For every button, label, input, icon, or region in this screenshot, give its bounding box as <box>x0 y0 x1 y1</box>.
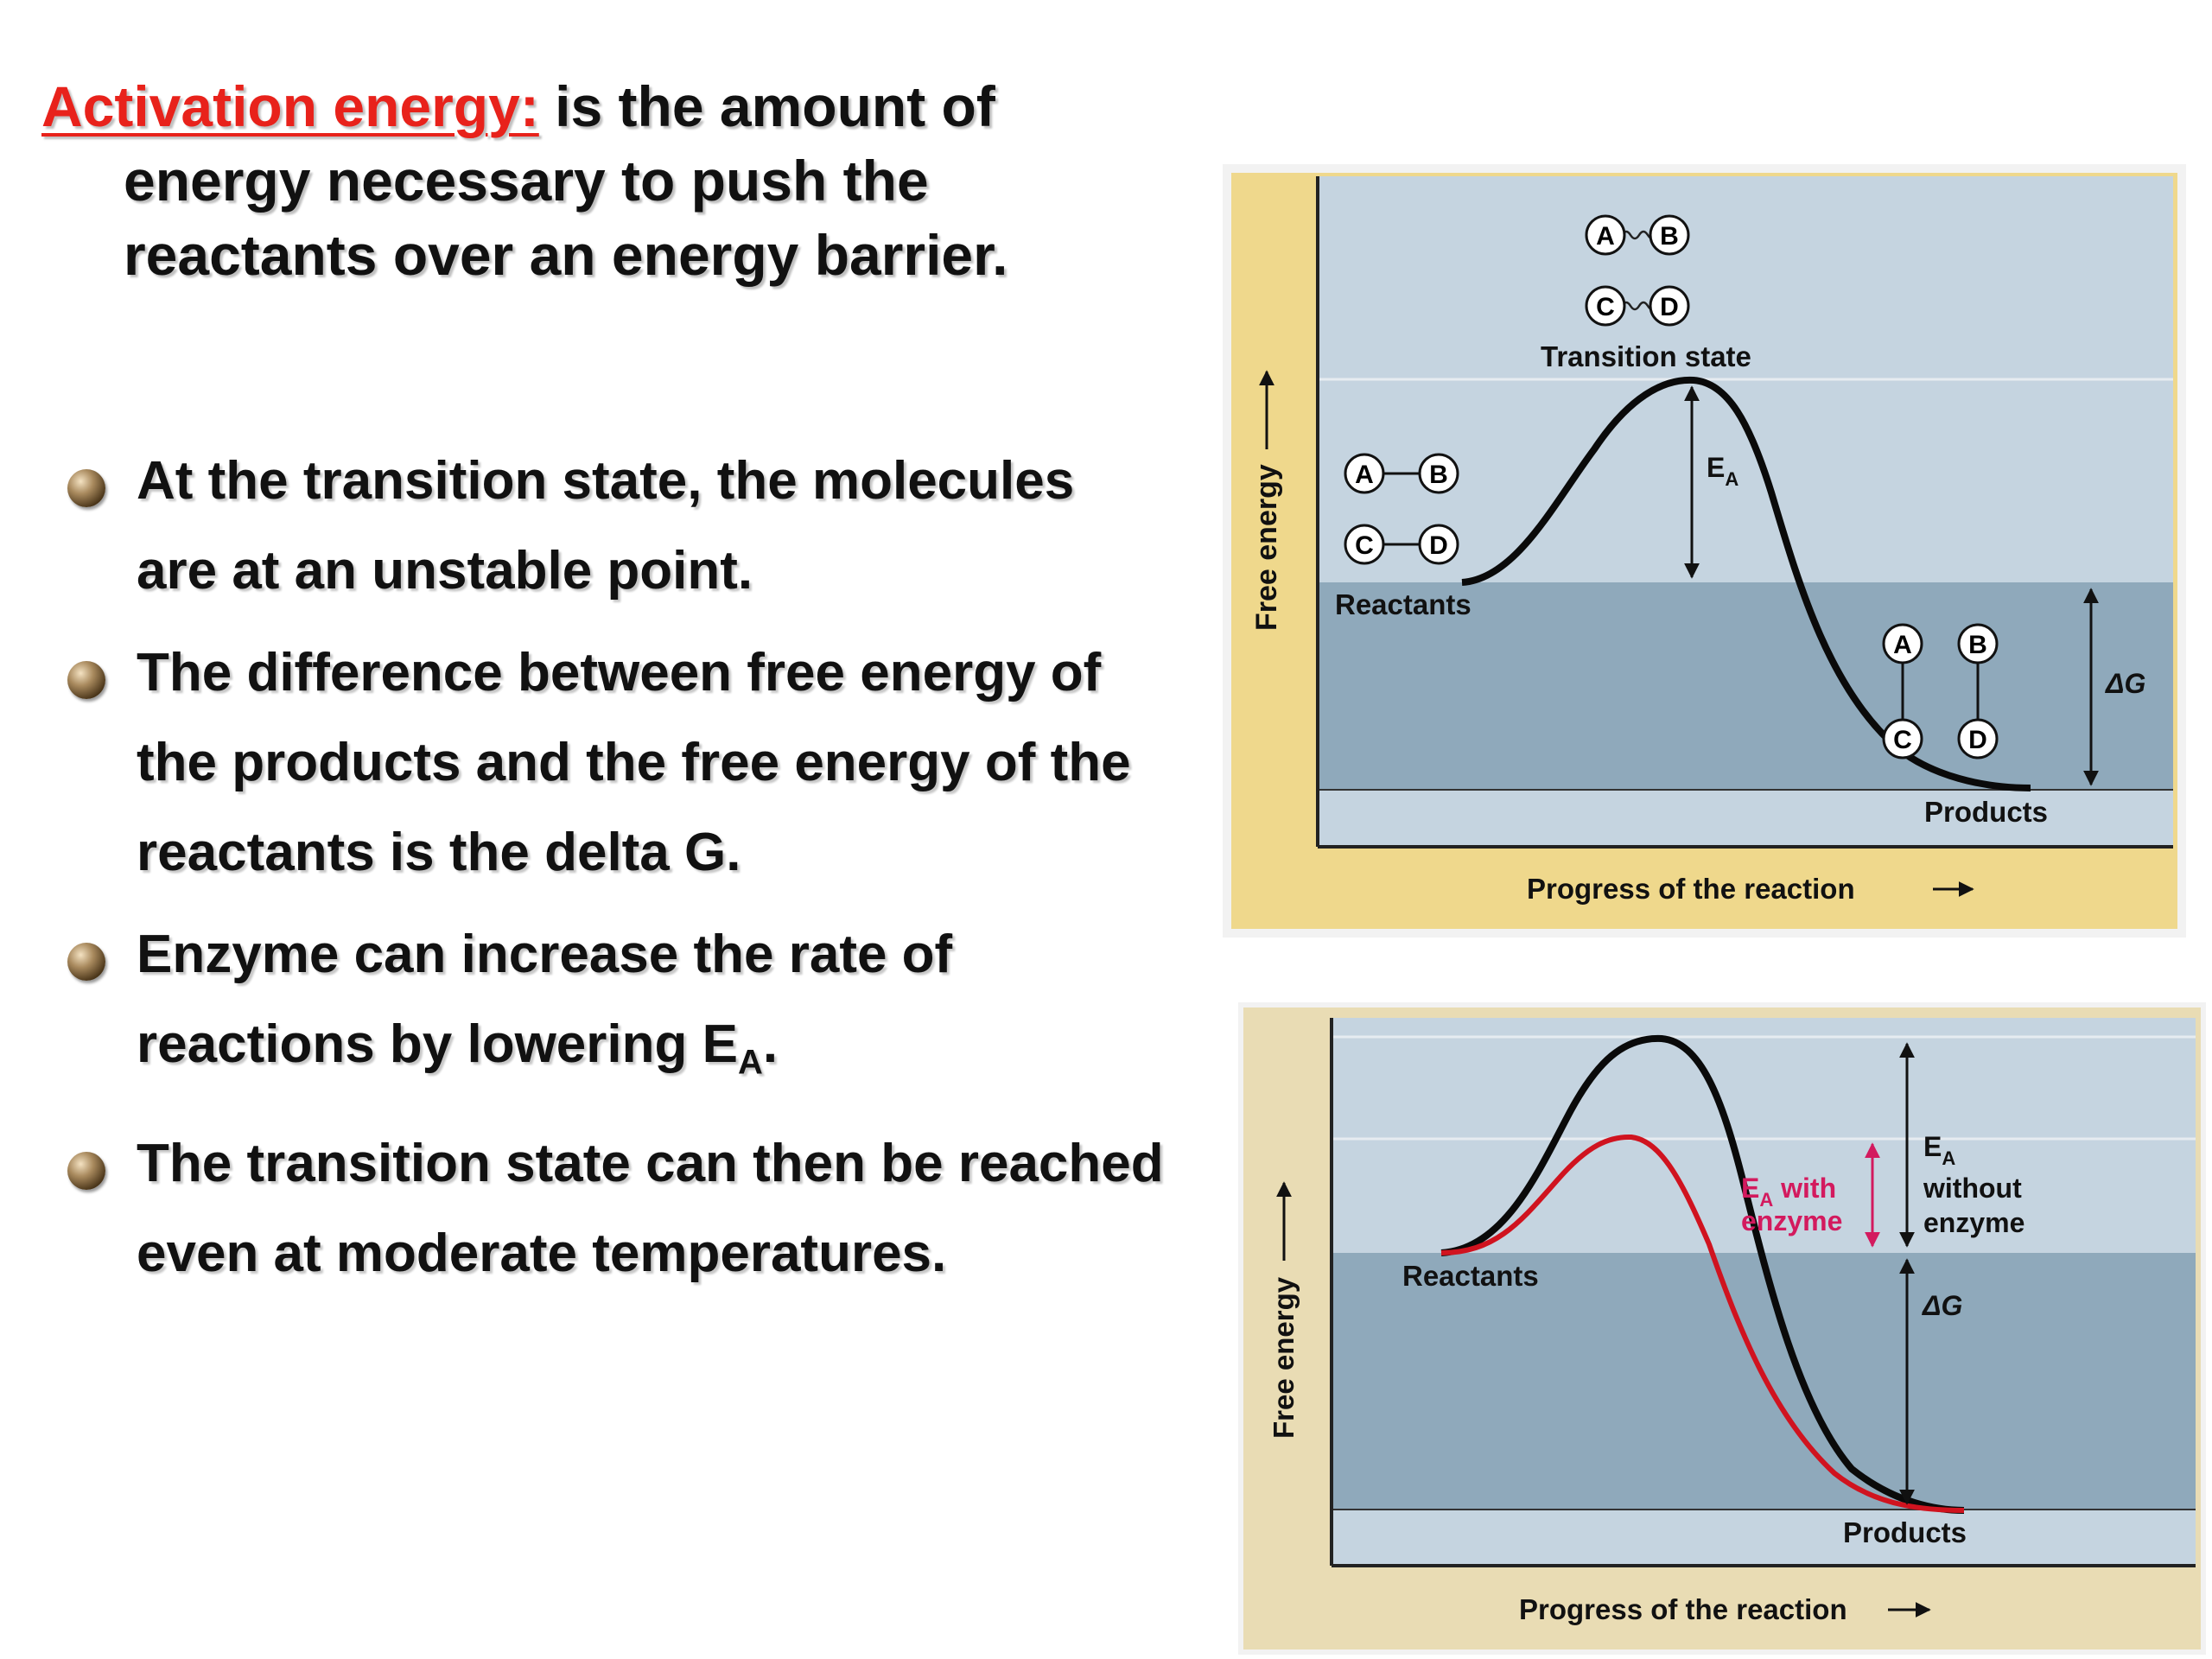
definition-term: Activation energy: <box>41 74 539 138</box>
upper-band <box>1332 1037 2196 1139</box>
curve-with-enzyme <box>1440 1134 1965 1513</box>
product-molecules: A B C D <box>1882 623 1999 760</box>
upper-band <box>1332 1139 2196 1253</box>
bullet-tail: . <box>762 1014 779 1074</box>
upper-band <box>1318 176 2173 379</box>
ea-without-line3: enzyme <box>1923 1207 2024 1238</box>
bullet-item: The difference between free energy of th… <box>41 628 1165 898</box>
reactants-label: Reactants <box>1402 1260 1539 1292</box>
ea-label: EA <box>1707 452 1738 490</box>
bullet-icon <box>67 469 105 507</box>
definition-block: Activation energy: is the amount of ener… <box>41 69 1165 292</box>
ea-without-label: EA <box>1923 1131 1955 1169</box>
lower-band <box>1318 582 2173 790</box>
transition-state-label: Transition state <box>1541 340 1751 372</box>
products-label: Products <box>1924 796 2048 828</box>
x-axis-label: Progress of the reaction <box>1527 873 1855 905</box>
bottom-band <box>1318 790 2173 846</box>
svg-text:C: C <box>1596 293 1615 321</box>
products-label: Products <box>1843 1516 1967 1548</box>
reactants-label: Reactants <box>1335 588 1471 620</box>
reactant-molecules: A B C D <box>1344 453 1459 565</box>
bullet-text: The difference between free energy of th… <box>137 643 1131 882</box>
energy-diagram-2: Free energy EA without enzyme EA with en… <box>1238 1002 2206 1655</box>
svg-text:D: D <box>1429 531 1448 560</box>
bullet-item: At the transition state, the molecules a… <box>41 436 1165 616</box>
bullet-icon <box>67 943 105 981</box>
definition: Activation energy: is the amount of ener… <box>41 69 1165 292</box>
svg-text:C: C <box>1355 531 1374 560</box>
transition-molecules: A B C D <box>1585 214 1690 327</box>
x-axis-label: Progress of the reaction <box>1519 1593 1847 1625</box>
bullet-subscript: A <box>737 1043 763 1082</box>
svg-text:D: D <box>1968 726 1987 754</box>
ea-with-label: EA with <box>1741 1173 1836 1211</box>
energy-diagram-1: Free energy EA ΔG Transition state React… <box>1223 164 2186 938</box>
bullet-icon <box>67 1152 105 1191</box>
y-axis-label: Free energy <box>1250 464 1283 631</box>
delta-g-label: ΔG <box>2105 668 2145 699</box>
svg-text:D: D <box>1660 293 1679 321</box>
svg-text:C: C <box>1893 726 1912 754</box>
bullet-text: The transition state can then be reached… <box>137 1134 1164 1284</box>
svg-text:B: B <box>1660 222 1679 251</box>
ea-without-line2: without <box>1923 1173 2022 1204</box>
svg-text:A: A <box>1596 222 1615 251</box>
bullet-lead: Enzyme <box>137 925 340 984</box>
y-axis-label: Free energy <box>1268 1276 1300 1439</box>
bullet-icon <box>67 661 105 699</box>
upper-band <box>1318 379 2173 582</box>
ea-with-line2: enzyme <box>1741 1205 1842 1236</box>
svg-text:A: A <box>1893 631 1912 659</box>
bullet-item: Enzyme can increase the rate of reaction… <box>41 910 1165 1107</box>
curve-without-enzyme <box>1440 1034 1965 1514</box>
svg-text:A: A <box>1355 461 1374 489</box>
bullet-list: At the transition state, the molecules a… <box>41 436 1165 1311</box>
svg-text:B: B <box>1429 461 1448 489</box>
bottom-band <box>1332 1510 2196 1566</box>
delta-g-label: ΔG <box>1922 1290 1962 1321</box>
bullet-text: At the transition state, the molecules a… <box>137 451 1075 601</box>
bullet-text: can increase the rate of reactions by lo… <box>137 925 953 1074</box>
bullet-item: The transition state can then be reached… <box>41 1119 1165 1299</box>
svg-text:B: B <box>1968 631 1987 659</box>
definition-text: is the amount of energy necessary to pus… <box>124 74 1008 287</box>
